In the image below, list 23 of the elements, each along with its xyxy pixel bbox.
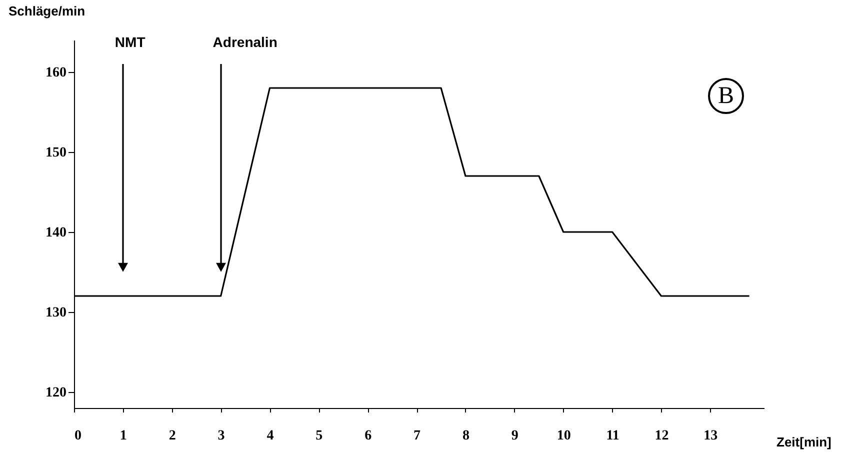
x-tick-label: 13 <box>704 428 718 444</box>
y-tick-label: 160 <box>46 66 66 80</box>
ref-line-label: Adrenalin <box>212 34 278 50</box>
y-tick-label: 150 <box>46 146 66 160</box>
x-tick-label: 2 <box>168 428 176 444</box>
x-tick-label: 6 <box>364 428 372 444</box>
x-tick-label: 10 <box>556 428 571 444</box>
y-axis-title: Schläge/min <box>8 4 86 18</box>
x-tick-label: 7 <box>414 428 421 444</box>
x-tick-label: 8 <box>462 428 470 444</box>
y-tick-label: 120 <box>46 386 66 400</box>
y-tick-label: 140 <box>46 226 66 240</box>
x-tick-label: 0 <box>74 428 82 444</box>
x-tick-label: 12 <box>654 428 669 444</box>
x-tick-label: 11 <box>606 428 620 444</box>
x-tick-label: 4 <box>266 428 274 444</box>
x-tick-label: 3 <box>218 428 225 444</box>
y-tick-label: 130 <box>46 306 66 320</box>
ref-line-label: NMT <box>114 34 146 50</box>
x-axis-title: Zeit[min] <box>776 434 832 450</box>
x-tick-label: 5 <box>316 428 323 444</box>
x-tick-label: 9 <box>511 428 518 444</box>
x-tick-label: 1 <box>120 428 127 444</box>
